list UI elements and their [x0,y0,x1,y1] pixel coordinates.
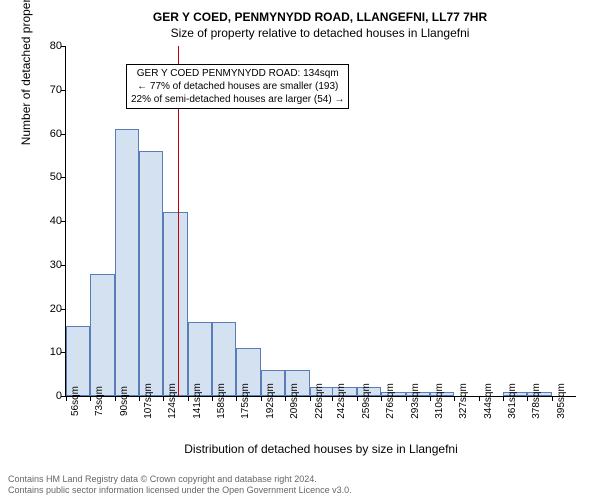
x-tick-mark [406,396,407,401]
x-tick-label: 226sqm [314,383,325,419]
y-tick-label: 10 [37,346,62,358]
x-tick-label: 158sqm [216,383,227,419]
x-tick-label: 56sqm [70,386,81,416]
x-tick-mark [261,396,262,401]
footer-line2: Contains public sector information licen… [8,485,352,496]
annotation-box: GER Y COED PENMYNYDD ROAD: 134sqm ← 77% … [126,64,349,109]
x-tick-label: 293sqm [410,383,421,419]
x-tick-mark [503,396,504,401]
x-tick-mark [527,396,528,401]
x-tick-label: 344sqm [483,383,494,419]
x-tick-mark [310,396,311,401]
x-tick-label: 192sqm [265,383,276,419]
x-tick-label: 175sqm [240,383,251,419]
x-tick-label: 310sqm [434,383,445,419]
x-tick-mark [163,396,164,401]
x-axis-label: Distribution of detached houses by size … [184,442,458,456]
y-tick-label: 80 [37,40,62,52]
x-tick-label: 73sqm [94,386,105,416]
plot-area: Number of detached properties Distributi… [65,46,576,397]
chart-container: GER Y COED, PENMYNYDD ROAD, LLANGEFNI, L… [55,10,585,450]
x-tick-mark [381,396,382,401]
histogram-bar [90,274,114,397]
y-tick-label: 0 [37,390,62,402]
x-tick-label: 209sqm [289,383,300,419]
chart-title-line2: Size of property relative to detached ho… [55,26,585,40]
y-tick-label: 20 [37,303,62,315]
x-tick-mark [332,396,333,401]
x-tick-mark [236,396,237,401]
x-tick-mark [357,396,358,401]
x-tick-label: 107sqm [143,383,154,419]
x-tick-label: 327sqm [458,383,469,419]
x-tick-label: 141sqm [192,383,203,419]
annotation-line2: ← 77% of detached houses are smaller (19… [131,80,344,93]
y-tick-label: 40 [37,215,62,227]
chart-title-line1: GER Y COED, PENMYNYDD ROAD, LLANGEFNI, L… [55,10,585,24]
histogram-bar [139,151,163,396]
footer-line1: Contains HM Land Registry data © Crown c… [8,474,352,485]
x-tick-mark [139,396,140,401]
y-tick-label: 50 [37,171,62,183]
y-axis-label: Number of detached properties [19,0,33,145]
x-tick-mark [552,396,553,401]
y-tick-label: 60 [37,128,62,140]
x-tick-mark [479,396,480,401]
x-tick-mark [66,396,67,401]
annotation-line3: 22% of semi-detached houses are larger (… [131,93,344,106]
x-tick-mark [454,396,455,401]
x-tick-label: 395sqm [556,383,567,419]
x-tick-label: 242sqm [336,383,347,419]
x-tick-label: 276sqm [385,383,396,419]
x-tick-mark [212,396,213,401]
y-tick-label: 30 [37,259,62,271]
x-tick-label: 90sqm [119,386,130,416]
histogram-bar [115,129,139,396]
footer: Contains HM Land Registry data © Crown c… [8,474,352,496]
y-tick-label: 70 [37,84,62,96]
x-tick-label: 378sqm [531,383,542,419]
x-tick-mark [90,396,91,401]
x-tick-mark [430,396,431,401]
x-tick-mark [285,396,286,401]
x-tick-mark [188,396,189,401]
x-tick-label: 259sqm [361,383,372,419]
x-tick-label: 361sqm [507,383,518,419]
histogram-bar [163,212,187,396]
x-tick-mark [115,396,116,401]
annotation-line1: GER Y COED PENMYNYDD ROAD: 134sqm [131,67,344,80]
